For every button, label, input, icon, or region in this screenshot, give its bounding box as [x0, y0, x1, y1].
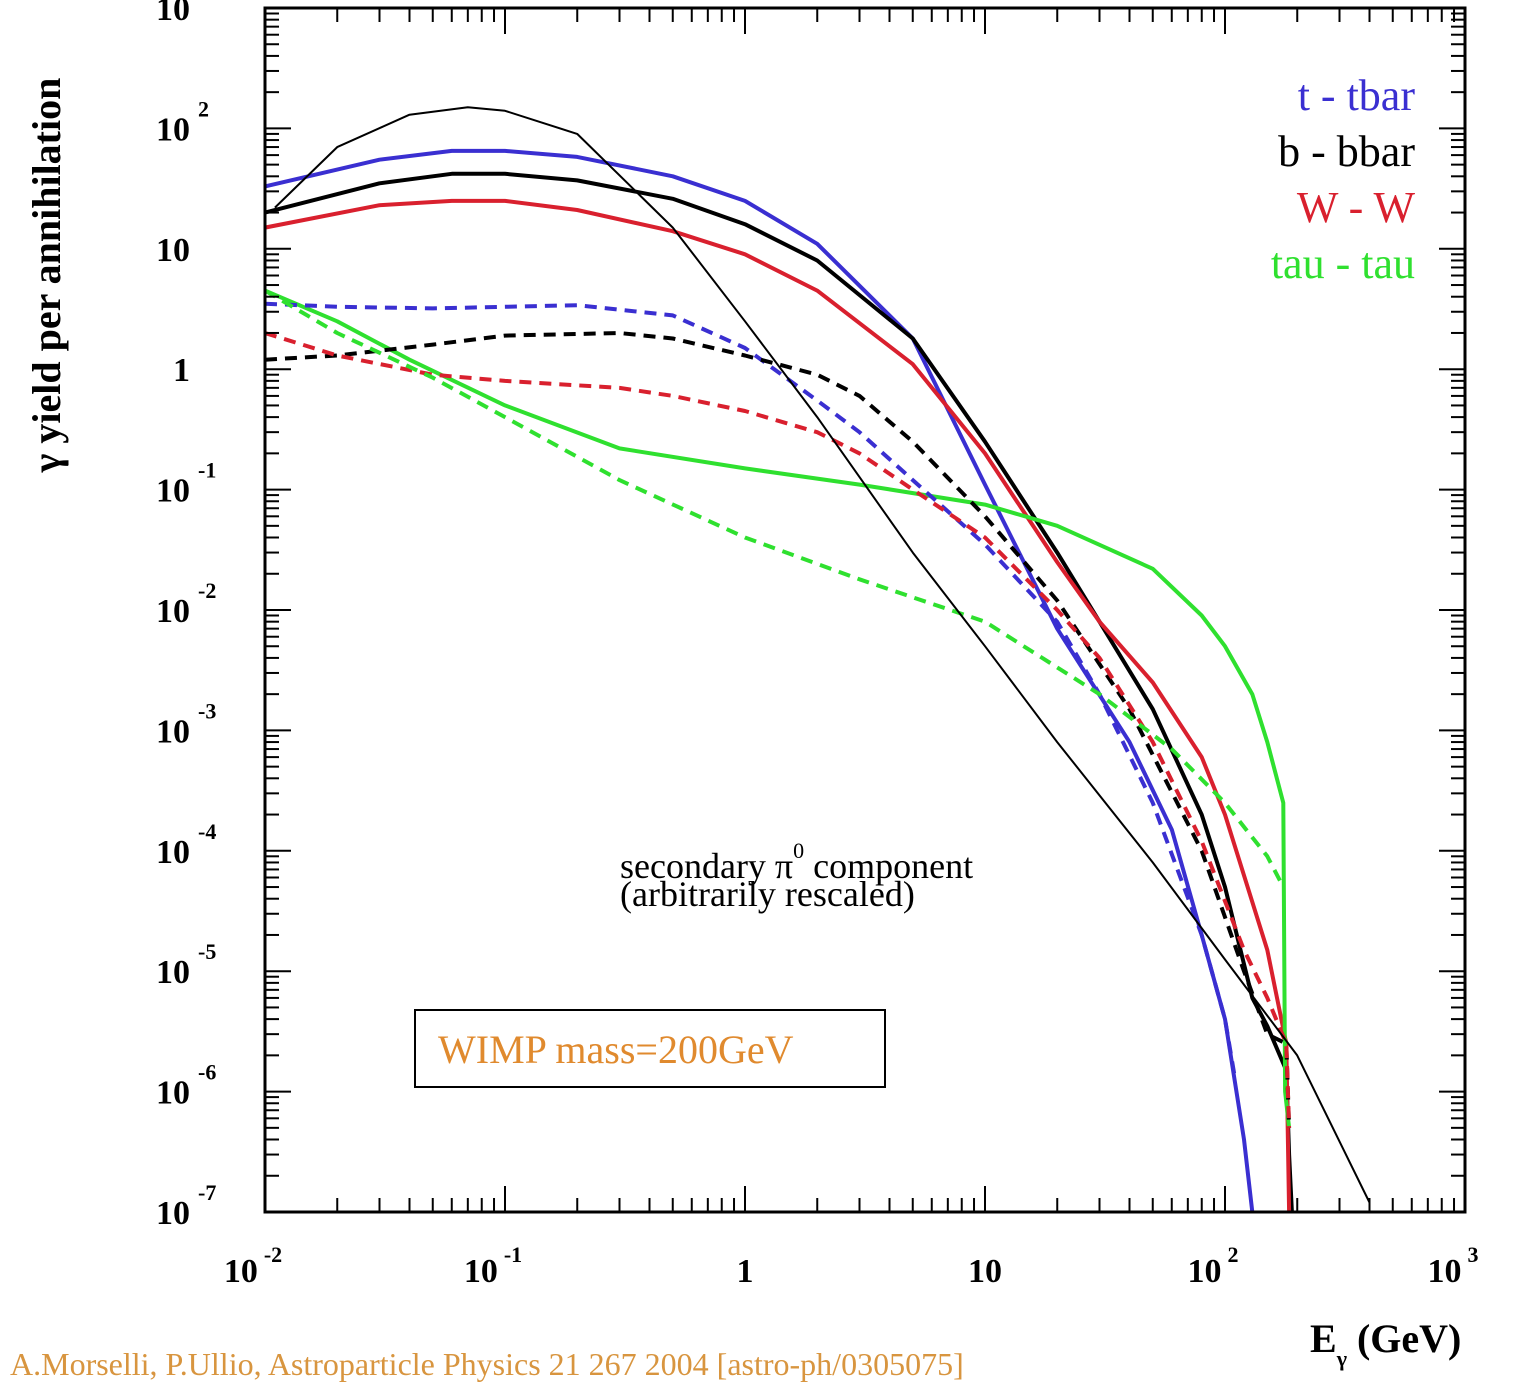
- series-line-tautau-pi0: [265, 291, 1283, 887]
- y-tick-label-exp: -5: [198, 939, 216, 964]
- y-tick-label: 10: [156, 834, 190, 871]
- tick-labels: 10 -2 10 -1 1 10 10 2 10 310-710-610-510-410-310-…: [156, 0, 1479, 1290]
- y-tick-label-exp: -7: [198, 1180, 216, 1205]
- y-tick-label: 1: [173, 352, 190, 389]
- y-tick-label-exp: 2: [198, 96, 209, 121]
- y-tick-label-base: 10: [156, 954, 190, 991]
- y-tick-label-exp: -6: [198, 1060, 216, 1085]
- x-axis-label-unit: (GeV): [1347, 1316, 1461, 1361]
- y-tick-label: 10: [156, 1195, 190, 1232]
- x-tick-label: 10 3: [1428, 1242, 1479, 1290]
- y-tick-label-base: 10: [156, 713, 190, 750]
- x-tick-label-exp: 3: [1468, 1242, 1479, 1267]
- y-tick-label-exp: -1: [198, 458, 216, 483]
- legend-entry: W - W: [1297, 183, 1416, 232]
- y-tick-label-base: 10: [156, 473, 190, 510]
- y-tick-label-exp: -2: [198, 578, 216, 603]
- y-tick-label: 10: [156, 713, 190, 750]
- series-line-tautau-total: [265, 291, 1289, 1128]
- x-tick-label-exp: -1: [504, 1242, 522, 1267]
- annotation-line-2: (arbitrarily rescaled): [620, 874, 915, 914]
- y-tick-label-base: 10: [156, 111, 190, 148]
- legend: t - tbar b - bbar W - W tau - tau: [1271, 71, 1416, 288]
- wimp-mass-label: WIMP mass=200GeV: [438, 1027, 794, 1072]
- x-tick-label: 10 2: [1188, 1242, 1239, 1290]
- y-tick-label-base: 10: [156, 593, 190, 630]
- y-tick-label-base: 10: [156, 1075, 190, 1112]
- y-tick-label: 10: [156, 232, 190, 269]
- y-axis-label: γ yield per annihilation: [24, 78, 69, 474]
- x-tick-label: 10: [968, 1253, 1002, 1290]
- x-tick-label-base: 10: [1188, 1253, 1222, 1290]
- y-tick-label-exp: 3: [198, 0, 209, 1]
- x-tick-label: 10 -1: [464, 1242, 522, 1290]
- x-tick-label-base: 10: [968, 1253, 1002, 1290]
- y-tick-label: 10: [156, 473, 190, 510]
- series-line-bbbar-pi0: [265, 333, 1289, 1128]
- x-tick-label-base: 10: [1428, 1253, 1462, 1290]
- y-tick-label-base: 10: [156, 0, 190, 28]
- x-tick-label-exp: 2: [1228, 1242, 1239, 1267]
- x-tick-label-base: 1: [737, 1253, 754, 1290]
- legend-entry: t - tbar: [1298, 71, 1416, 120]
- series-line-ttbar-pi0: [265, 304, 1235, 1078]
- y-tick-label: 10: [156, 593, 190, 630]
- y-tick-label: 10: [156, 111, 190, 148]
- x-tick-label-exp: -2: [264, 1242, 282, 1267]
- x-axis-label-sub: γ: [1336, 1346, 1347, 1371]
- legend-entry: tau - tau: [1271, 239, 1415, 288]
- y-tick-label: 10: [156, 1075, 190, 1112]
- citation: A.Morselli, P.Ullio, Astroparticle Physi…: [10, 1346, 964, 1383]
- x-tick-label: 10 -2: [224, 1242, 282, 1290]
- legend-entry: b - bbar: [1278, 127, 1415, 176]
- y-tick-label-base: 10: [156, 232, 190, 269]
- x-tick-label-base: 10: [224, 1253, 258, 1290]
- y-tick-label-exp: -4: [198, 819, 216, 844]
- series-line-ww-pi0: [265, 333, 1289, 1128]
- x-tick-label: 1: [737, 1253, 754, 1290]
- y-tick-label: 10: [156, 0, 190, 28]
- x-axis-label: Eγ (GeV): [1310, 1316, 1461, 1371]
- y-tick-label-base: 10: [156, 1195, 190, 1232]
- y-tick-label-base: 10: [156, 834, 190, 871]
- x-axis-label-main: E: [1310, 1316, 1337, 1361]
- y-tick-label-base: 1: [173, 352, 190, 389]
- annotation-line-1-sup: 0: [793, 838, 804, 863]
- y-tick-label: 10: [156, 954, 190, 991]
- x-tick-label-base: 10: [464, 1253, 498, 1290]
- y-tick-label-exp: -3: [198, 698, 216, 723]
